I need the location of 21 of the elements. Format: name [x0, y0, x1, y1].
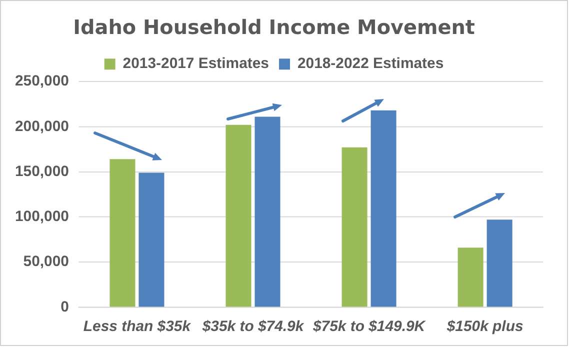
x-tick-label: Less than $35k [83, 318, 192, 336]
x-tick-label: $75k to $149.9K [312, 318, 426, 336]
chart-title: Idaho Household Income Movement [73, 16, 476, 40]
bar [254, 116, 280, 307]
bar [342, 147, 368, 307]
bar [370, 110, 396, 307]
x-tick-label: $35k to $74.9k [201, 318, 304, 336]
y-tick-label: 100,000 [14, 208, 69, 226]
legend-label: 2013-2017 Estimates [122, 55, 269, 72]
bar [110, 159, 136, 307]
x-tick-label: $150k plus [446, 318, 524, 336]
y-tick-label: 250,000 [14, 72, 69, 90]
y-tick-label: 150,000 [14, 162, 69, 180]
y-tick-label: 200,000 [14, 118, 69, 135]
bar [138, 172, 164, 307]
legend-label: 2018-2022 Estimates [297, 55, 444, 72]
y-tick-label: 0 [60, 298, 69, 316]
bar [486, 220, 512, 307]
bar [458, 248, 484, 307]
y-tick-label: 50,000 [23, 253, 69, 270]
bar [226, 124, 252, 307]
